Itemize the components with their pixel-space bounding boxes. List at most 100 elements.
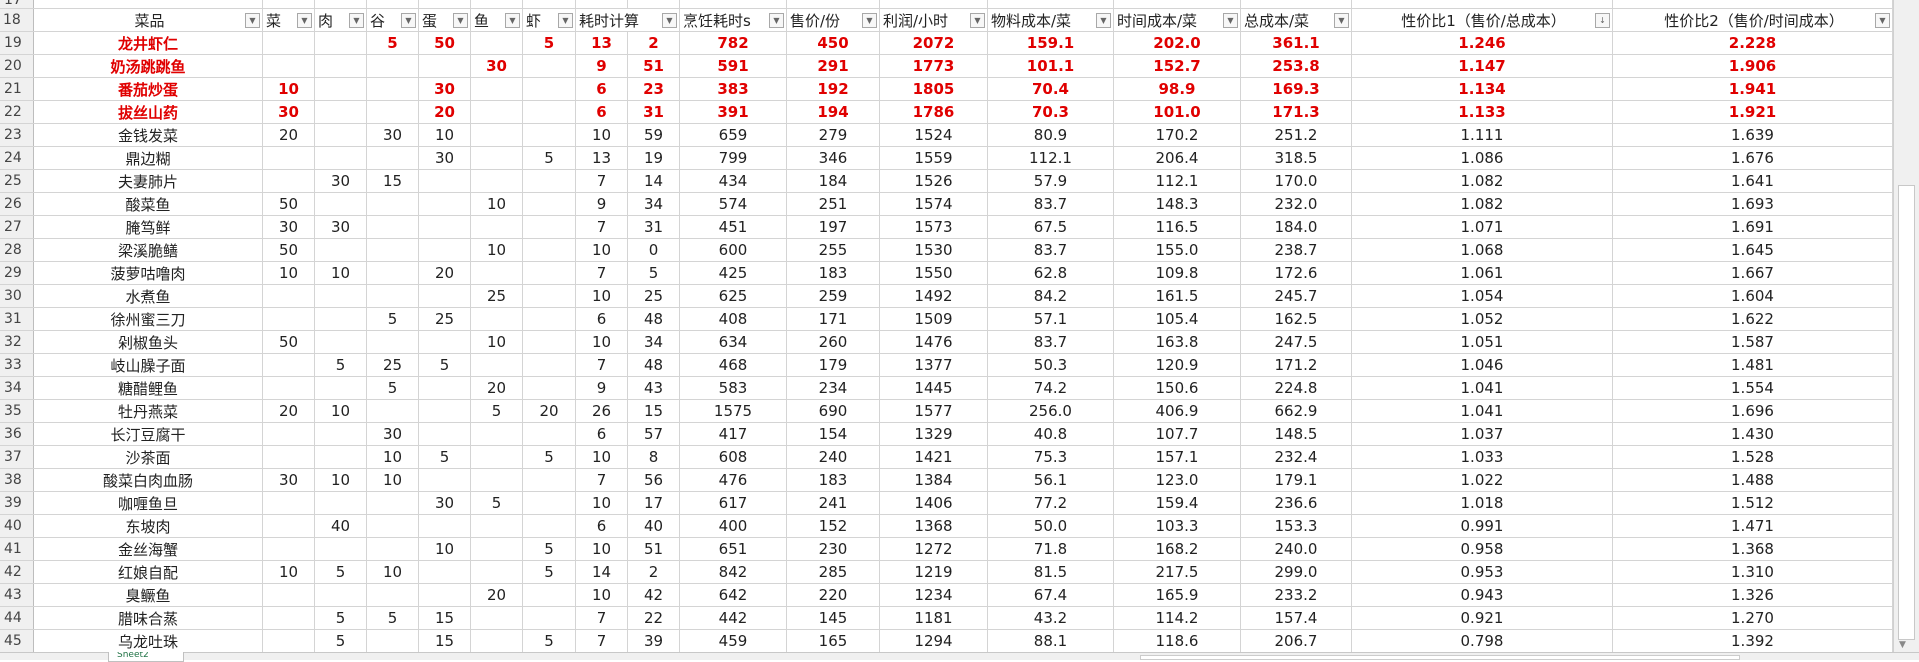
dish-name-cell[interactable]: 酸菜白肉血肠 (34, 469, 263, 491)
filter-dropdown-icon[interactable]: ▼ (862, 13, 877, 28)
material-cost-cell[interactable]: 57.9 (988, 170, 1114, 192)
veg-cell[interactable]: 10 (263, 561, 315, 583)
value-ratio-2-cell[interactable]: 1.554 (1613, 377, 1893, 399)
price-cell[interactable]: 197 (787, 216, 880, 238)
shrimp-cell[interactable]: 5 (523, 538, 576, 560)
cook-time-cell[interactable]: 451 (680, 216, 787, 238)
time-cost-cell[interactable]: 206.4 (1114, 147, 1241, 169)
time-b-cell[interactable]: 0 (628, 239, 680, 261)
value-ratio-2-cell[interactable]: 1.676 (1613, 147, 1893, 169)
profit-per-hour-cell[interactable]: 1805 (880, 78, 988, 100)
cook-time-cell[interactable]: 799 (680, 147, 787, 169)
time-b-cell[interactable]: 17 (628, 492, 680, 514)
material-cost-cell[interactable]: 70.3 (988, 101, 1114, 123)
profit-per-hour-cell[interactable]: 1524 (880, 124, 988, 146)
veg-cell[interactable] (263, 377, 315, 399)
row-header[interactable]: 43 (0, 584, 34, 606)
horizontal-scrollbar[interactable] (1140, 655, 1740, 660)
cell[interactable] (576, 0, 628, 8)
time-a-cell[interactable]: 13 (576, 147, 628, 169)
meat-cell[interactable] (315, 101, 367, 123)
price-cell[interactable]: 183 (787, 262, 880, 284)
shrimp-cell[interactable] (523, 469, 576, 491)
grain-cell[interactable] (367, 193, 419, 215)
grain-cell[interactable] (367, 515, 419, 537)
row-header[interactable]: 38 (0, 469, 34, 491)
material-cost-cell[interactable]: 50.3 (988, 354, 1114, 376)
total-cost-cell[interactable]: 245.7 (1241, 285, 1352, 307)
profit-per-hour-cell[interactable]: 1368 (880, 515, 988, 537)
grain-cell[interactable] (367, 630, 419, 652)
total-cost-cell[interactable]: 251.2 (1241, 124, 1352, 146)
grain-cell[interactable]: 10 (367, 561, 419, 583)
cook-time-cell[interactable]: 583 (680, 377, 787, 399)
time-a-cell[interactable]: 7 (576, 216, 628, 238)
price-cell[interactable]: 259 (787, 285, 880, 307)
cell[interactable] (880, 0, 988, 8)
time-b-cell[interactable]: 56 (628, 469, 680, 491)
column-header-time-cost[interactable]: 时间成本/菜 ▼ (1114, 9, 1241, 31)
shrimp-cell[interactable]: 5 (523, 147, 576, 169)
row-header[interactable]: 25 (0, 170, 34, 192)
value-ratio-2-cell[interactable]: 1.941 (1613, 78, 1893, 100)
filter-dropdown-icon[interactable]: ▼ (769, 13, 784, 28)
egg-cell[interactable]: 50 (419, 32, 471, 54)
profit-per-hour-cell[interactable]: 1786 (880, 101, 988, 123)
cell[interactable] (523, 0, 576, 8)
grain-cell[interactable] (367, 147, 419, 169)
profit-per-hour-cell[interactable]: 1421 (880, 446, 988, 468)
egg-cell[interactable] (419, 584, 471, 606)
total-cost-cell[interactable]: 361.1 (1241, 32, 1352, 54)
meat-cell[interactable] (315, 492, 367, 514)
value-ratio-1-cell[interactable]: 1.052 (1352, 308, 1613, 330)
meat-cell[interactable]: 5 (315, 630, 367, 652)
dish-name-cell[interactable]: 鼎边糊 (34, 147, 263, 169)
price-cell[interactable]: 179 (787, 354, 880, 376)
time-a-cell[interactable]: 6 (576, 423, 628, 445)
profit-per-hour-cell[interactable]: 1526 (880, 170, 988, 192)
fish-cell[interactable] (471, 630, 523, 652)
total-cost-cell[interactable]: 236.6 (1241, 492, 1352, 514)
fish-cell[interactable] (471, 308, 523, 330)
total-cost-cell[interactable]: 240.0 (1241, 538, 1352, 560)
dish-name-cell[interactable]: 腊味合蒸 (34, 607, 263, 629)
value-ratio-1-cell[interactable]: 1.133 (1352, 101, 1613, 123)
dish-name-cell[interactable]: 金丝海蟹 (34, 538, 263, 560)
grain-cell[interactable]: 15 (367, 170, 419, 192)
cook-time-cell[interactable]: 591 (680, 55, 787, 77)
time-cost-cell[interactable]: 157.1 (1114, 446, 1241, 468)
value-ratio-2-cell[interactable]: 1.693 (1613, 193, 1893, 215)
veg-cell[interactable] (263, 515, 315, 537)
cell[interactable] (988, 0, 1114, 8)
time-b-cell[interactable]: 39 (628, 630, 680, 652)
time-cost-cell[interactable]: 109.8 (1114, 262, 1241, 284)
meat-cell[interactable] (315, 538, 367, 560)
shrimp-cell[interactable] (523, 354, 576, 376)
dish-name-cell[interactable]: 臭鳜鱼 (34, 584, 263, 606)
grain-cell[interactable]: 5 (367, 607, 419, 629)
egg-cell[interactable] (419, 469, 471, 491)
total-cost-cell[interactable]: 232.0 (1241, 193, 1352, 215)
material-cost-cell[interactable]: 81.5 (988, 561, 1114, 583)
time-cost-cell[interactable]: 155.0 (1114, 239, 1241, 261)
veg-cell[interactable] (263, 446, 315, 468)
time-b-cell[interactable]: 34 (628, 331, 680, 353)
grain-cell[interactable] (367, 538, 419, 560)
time-cost-cell[interactable]: 116.5 (1114, 216, 1241, 238)
shrimp-cell[interactable] (523, 262, 576, 284)
cook-time-cell[interactable]: 476 (680, 469, 787, 491)
dish-name-cell[interactable]: 岐山臊子面 (34, 354, 263, 376)
shrimp-cell[interactable] (523, 101, 576, 123)
egg-cell[interactable]: 5 (419, 354, 471, 376)
price-cell[interactable]: 165 (787, 630, 880, 652)
scrollbar-thumb[interactable] (1898, 185, 1915, 640)
row-header[interactable]: 36 (0, 423, 34, 445)
material-cost-cell[interactable]: 50.0 (988, 515, 1114, 537)
time-a-cell[interactable]: 10 (576, 538, 628, 560)
shrimp-cell[interactable] (523, 331, 576, 353)
time-b-cell[interactable]: 2 (628, 32, 680, 54)
column-header-cook-time[interactable]: 烹饪耗时s ▼ (680, 9, 787, 31)
cook-time-cell[interactable]: 574 (680, 193, 787, 215)
fish-cell[interactable] (471, 147, 523, 169)
grain-cell[interactable] (367, 55, 419, 77)
